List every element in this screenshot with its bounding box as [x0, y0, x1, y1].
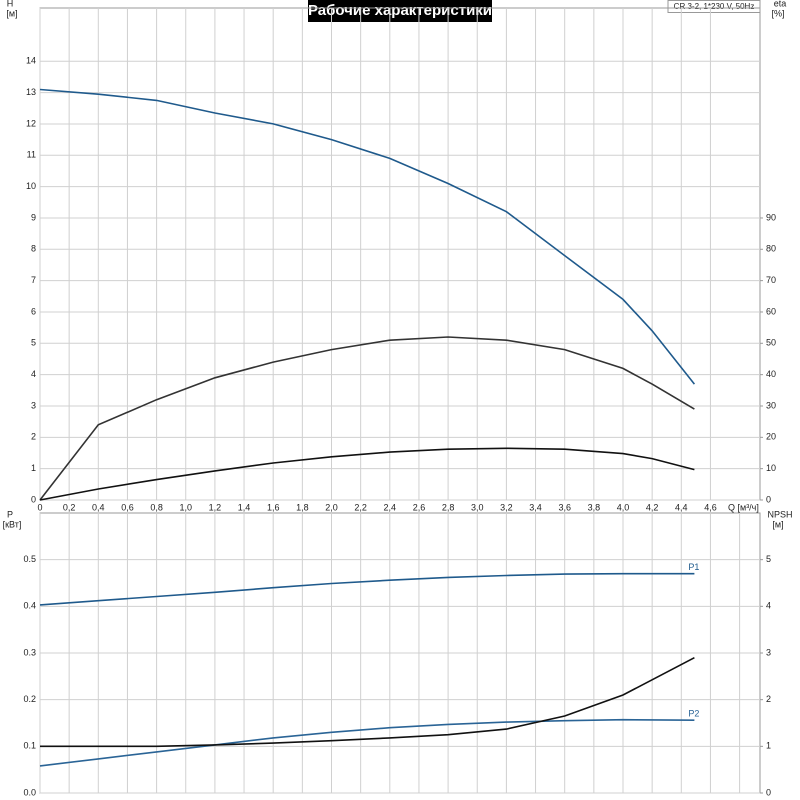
y-tick-label: 9	[31, 212, 36, 222]
x-tick-label: 3,2	[500, 502, 513, 512]
y2-tick-label: 90	[766, 212, 776, 222]
x-tick-label: 1,4	[238, 502, 251, 512]
series-label: P1	[688, 562, 699, 572]
x-tick-label: 3,4	[529, 502, 542, 512]
x-tick-label: 0,2	[63, 502, 76, 512]
y2-tick-label: 1	[766, 741, 771, 751]
title-box	[308, 0, 492, 22]
y-tick-label: 5	[31, 338, 36, 348]
y-tick-label: 7	[31, 275, 36, 285]
series-label: P2	[688, 709, 699, 719]
y-tick-label: 1	[31, 463, 36, 473]
x-tick-label: 3,6	[558, 502, 571, 512]
y2-tick-label: 70	[766, 275, 776, 285]
y-tick-label: 0.1	[23, 741, 36, 751]
x-tick-label: 0	[37, 502, 42, 512]
y2-axis-unit: [%]	[771, 8, 784, 18]
x-tick-label: 1,8	[296, 502, 309, 512]
y-axis-label: H	[7, 0, 14, 8]
y2-tick-label: 2	[766, 694, 771, 704]
y2-tick-label: 0	[766, 787, 771, 797]
y-tick-label: 0.0	[23, 787, 36, 797]
y-tick-label: 6	[31, 306, 36, 316]
x-tick-label: 4,2	[646, 502, 659, 512]
x-tick-label: 2,0	[325, 502, 338, 512]
x-tick-label: 0,4	[92, 502, 105, 512]
y2-tick-label: 30	[766, 400, 776, 410]
pump-info: CR 3-2, 1*230 V, 50Hz	[674, 2, 755, 11]
x-tick-label: 4,6	[704, 502, 717, 512]
y-axis-label: P	[7, 509, 13, 519]
y2-tick-label: 50	[766, 338, 776, 348]
y2-axis-label: NPSH	[767, 509, 792, 519]
y2-tick-label: 4	[766, 601, 771, 611]
y2-tick-label: 80	[766, 244, 776, 254]
info-box	[667, 0, 761, 13]
y-tick-label: 4	[31, 369, 36, 379]
y2-tick-label: 3	[766, 647, 771, 657]
x-tick-label: 1,0	[179, 502, 192, 512]
x-tick-label: 3,0	[471, 502, 484, 512]
x-tick-label: 2,8	[442, 502, 455, 512]
y-tick-label: 10	[26, 181, 36, 191]
y-tick-label: 0.2	[23, 694, 36, 704]
chart-title: Рабочие характеристики	[308, 2, 492, 19]
y-tick-label: 2	[31, 432, 36, 442]
y-tick-label: 11	[27, 150, 36, 160]
y-tick-label: 0.4	[23, 601, 36, 611]
y-tick-label: 13	[26, 87, 36, 97]
y2-tick-label: 60	[766, 306, 776, 316]
y-tick-label: 3	[31, 400, 36, 410]
y-tick-label: 0.3	[23, 647, 36, 657]
x-axis-label: Q [м³/ч]	[728, 502, 759, 512]
y2-tick-label: 40	[766, 369, 776, 379]
curve	[39, 718, 695, 767]
x-tick-label: 2,6	[413, 502, 426, 512]
y-tick-label: 0	[31, 494, 36, 504]
y2-axis-unit: [м]	[772, 519, 783, 529]
x-tick-label: 4,0	[617, 502, 630, 512]
x-tick-label: 4,4	[675, 502, 688, 512]
y-axis-unit: [м]	[6, 8, 17, 18]
x-tick-label: 0,6	[121, 502, 134, 512]
y2-tick-label: 20	[766, 432, 776, 442]
curve	[39, 336, 695, 501]
y-tick-label: 0.5	[23, 554, 36, 564]
x-tick-label: 1,2	[209, 502, 222, 512]
x-tick-label: 1,6	[267, 502, 280, 512]
y2-tick-label: 0	[766, 494, 771, 504]
y-tick-label: 8	[31, 244, 36, 254]
x-tick-label: 2,2	[354, 502, 367, 512]
curve	[39, 447, 695, 501]
y-tick-label: 14	[26, 56, 36, 66]
x-tick-label: 0,8	[150, 502, 163, 512]
curve	[39, 88, 696, 385]
y2-tick-label: 5	[766, 554, 771, 564]
y-tick-label: 12	[26, 118, 36, 128]
y2-tick-label: 10	[766, 463, 776, 473]
curve	[39, 572, 695, 606]
y-axis-unit: [кВт]	[3, 519, 22, 529]
x-tick-label: 2,4	[384, 502, 397, 512]
curve	[40, 656, 695, 748]
y2-axis-label: eta	[774, 0, 787, 8]
x-tick-label: 3,8	[588, 502, 601, 512]
